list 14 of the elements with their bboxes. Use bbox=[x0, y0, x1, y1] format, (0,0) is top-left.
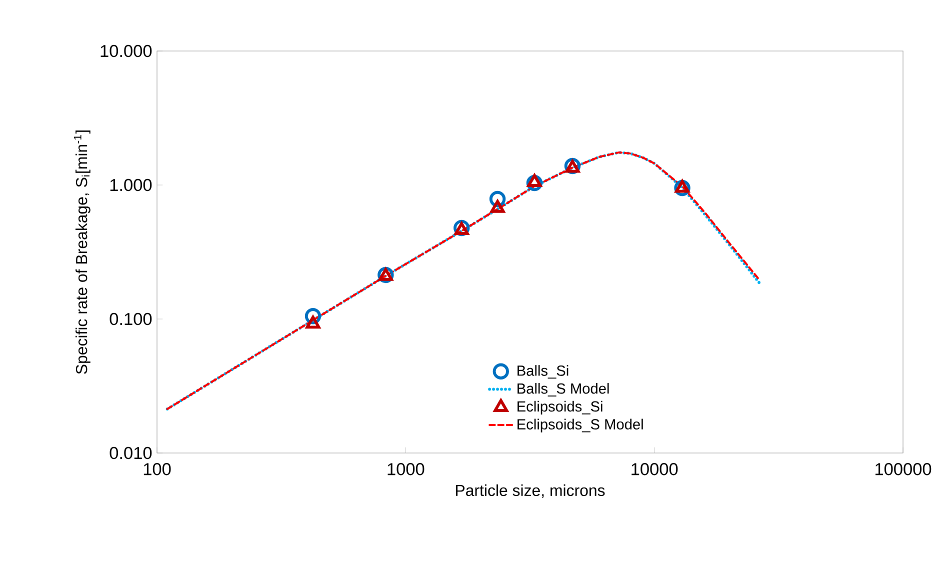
y-tick-label: 0.010 bbox=[110, 446, 152, 460]
x-tick-label: 100000 bbox=[876, 463, 932, 476]
x-axis-title: Particle size, microns bbox=[456, 484, 605, 498]
y-tick-label: 1.000 bbox=[110, 178, 152, 192]
x-tick-label: 1000 bbox=[388, 463, 424, 476]
y-axis-title: Specific rate of Breakage, S$_{i}$[min$^{-1}$] bbox=[74, 130, 90, 374]
legend-label: Eclipsoids_S Model bbox=[518, 418, 643, 432]
y-tick-label: 0.100 bbox=[110, 312, 152, 326]
legend-label: Balls_S Model bbox=[518, 382, 609, 396]
x-tick-label: 100 bbox=[144, 463, 171, 476]
legend-label: Balls_Si bbox=[518, 365, 568, 379]
y-tick-label: 10.000 bbox=[100, 44, 152, 58]
legend-label: Eclipsoids_Si bbox=[518, 400, 602, 414]
x-tick-label: 10000 bbox=[632, 463, 678, 476]
